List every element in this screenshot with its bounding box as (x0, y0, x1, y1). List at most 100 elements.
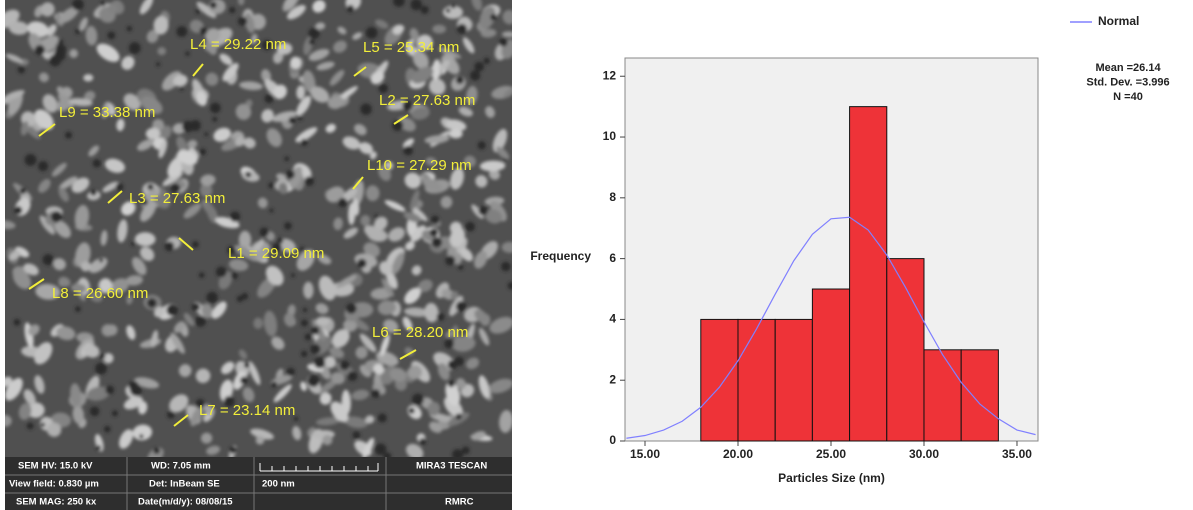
grain (303, 282, 313, 299)
info-text: 200 nm (262, 479, 295, 490)
pore (165, 242, 175, 252)
pore (156, 62, 160, 66)
pore (65, 132, 72, 139)
y-tick-label: 8 (609, 190, 616, 204)
pore (360, 103, 371, 114)
pore (378, 413, 387, 422)
pore (206, 292, 218, 304)
pore (55, 44, 66, 55)
pore (51, 211, 62, 222)
bar (812, 289, 849, 441)
pore (479, 206, 488, 215)
pore (90, 190, 96, 196)
pore (210, 2, 217, 9)
pore (105, 386, 114, 395)
x-tick-label: 35.00 (1002, 447, 1032, 461)
pore (238, 17, 247, 26)
pore (446, 8, 450, 12)
y-axis-label: Frequency (530, 249, 591, 263)
pore (139, 434, 143, 438)
x-tick-label: 20.00 (723, 447, 753, 461)
legend-label: Normal (1098, 14, 1139, 28)
pore (490, 14, 496, 20)
y-tick-label: 4 (609, 312, 616, 326)
pore (448, 380, 455, 387)
info-text: SEM HV: 15.0 kV (18, 461, 93, 472)
pore (338, 198, 347, 207)
pore (14, 206, 22, 214)
pore (301, 351, 307, 357)
pore (200, 27, 208, 35)
pore (131, 241, 135, 245)
pore (375, 443, 387, 455)
pore (301, 139, 308, 146)
pore (366, 27, 378, 39)
pore (430, 228, 438, 236)
pore (96, 445, 101, 450)
pore (353, 431, 361, 439)
pore (229, 446, 236, 453)
pore (457, 24, 467, 34)
bar (738, 319, 775, 441)
pore (470, 70, 480, 80)
pore (199, 149, 206, 156)
pore (179, 86, 183, 90)
bar (924, 350, 961, 441)
pore (99, 353, 105, 359)
pore (307, 375, 319, 387)
pore (229, 7, 235, 13)
pore (419, 438, 426, 445)
x-tick-label: 15.00 (630, 447, 660, 461)
pore (231, 272, 238, 279)
pore (130, 384, 142, 396)
pore (127, 26, 132, 31)
pore (289, 117, 296, 124)
x-axis-label: Particles Size (nm) (778, 471, 885, 485)
pore (284, 222, 292, 230)
y-tick-label: 12 (603, 68, 617, 82)
info-text: WD: 7.05 mm (151, 461, 211, 472)
pore (41, 423, 45, 427)
pore (38, 161, 48, 171)
pore (176, 26, 187, 37)
pore (271, 382, 277, 388)
annotation: Mean =26.14 (1095, 62, 1161, 74)
pore (409, 408, 415, 414)
pore (309, 39, 315, 45)
pore (75, 29, 81, 35)
pore (107, 31, 115, 39)
pore (204, 132, 208, 136)
annotation: Std. Dev. =3.996 (1086, 76, 1169, 88)
pore (90, 406, 100, 416)
pore (246, 172, 252, 178)
info-text: Date(m/d/y): 08/08/15 (138, 497, 233, 508)
pore (374, 214, 378, 218)
pore (116, 183, 124, 191)
pore (14, 319, 21, 326)
pore (437, 313, 445, 321)
info-text: MIRA3 TESCAN (416, 461, 487, 472)
pore (268, 182, 274, 188)
bar (701, 319, 738, 441)
pore (287, 368, 295, 376)
pore (502, 158, 506, 162)
pore (260, 227, 269, 236)
pore (216, 267, 227, 278)
pore (501, 262, 511, 272)
pore (403, 146, 413, 156)
measurement-label: L3 = 27.63 nm (129, 190, 225, 207)
y-tick-label: 10 (603, 129, 617, 143)
pore (100, 1, 105, 6)
pore (284, 156, 289, 161)
pore (210, 103, 221, 114)
pore (298, 116, 303, 121)
pore (448, 360, 457, 369)
pore (25, 154, 37, 166)
pore (49, 55, 61, 67)
pore (291, 273, 295, 277)
pore (153, 447, 159, 453)
pore (147, 298, 157, 308)
info-text: SEM MAG: 250 kx (16, 497, 97, 508)
x-tick-label: 25.00 (816, 447, 846, 461)
pore (265, 94, 274, 103)
